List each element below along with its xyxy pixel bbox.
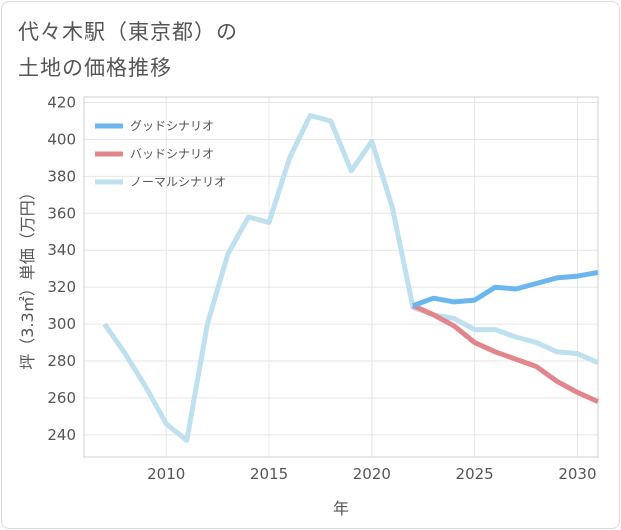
y-axis-ticks: 240 260 280 300 320 340 360 380 400 420 bbox=[47, 94, 76, 444]
series-line-normal bbox=[102, 113, 600, 443]
y-tick-label: 400 bbox=[47, 130, 76, 148]
y-tick-label: 380 bbox=[47, 167, 76, 185]
x-tick-label: 2015 bbox=[250, 465, 288, 483]
y-tick-label: 420 bbox=[47, 94, 76, 112]
series-line-good bbox=[412, 269, 599, 308]
y-tick-label: 340 bbox=[47, 241, 76, 259]
y-tick-label: 300 bbox=[47, 315, 76, 333]
y-tick-label: 280 bbox=[47, 352, 76, 370]
legend-label-normal: ノーマルシナリオ bbox=[130, 175, 226, 189]
legend-label-bad: バッドシナリオ bbox=[130, 147, 214, 161]
x-tick-label: 2020 bbox=[353, 465, 391, 483]
gridlines bbox=[84, 97, 598, 457]
y-axis-label: 坪（3.3㎡）単価（万円） bbox=[18, 184, 37, 369]
y-tick-label: 260 bbox=[47, 389, 76, 407]
y-tick-label: 320 bbox=[47, 278, 76, 296]
series-line-bad bbox=[411, 303, 600, 404]
x-tick-label: 2010 bbox=[147, 465, 185, 483]
chart-title-line-2: 土地の価格推移 bbox=[18, 56, 172, 80]
plot-area bbox=[83, 96, 599, 458]
chart-title-line-1: 代々木駅（東京都）の bbox=[18, 20, 238, 44]
x-axis-ticks: 2010 2015 2020 2025 2030 bbox=[147, 465, 596, 483]
series-lines bbox=[102, 113, 600, 443]
x-tick-label: 2025 bbox=[456, 465, 494, 483]
x-axis-label: 年 bbox=[333, 499, 349, 518]
y-tick-label: 360 bbox=[47, 204, 76, 222]
x-tick-label: 2030 bbox=[558, 465, 596, 483]
legend-label-good: グッドシナリオ bbox=[130, 119, 214, 133]
chart-title: 代々木駅（東京都）の 土地の価格推移 bbox=[18, 14, 238, 86]
y-tick-label: 240 bbox=[47, 426, 76, 444]
